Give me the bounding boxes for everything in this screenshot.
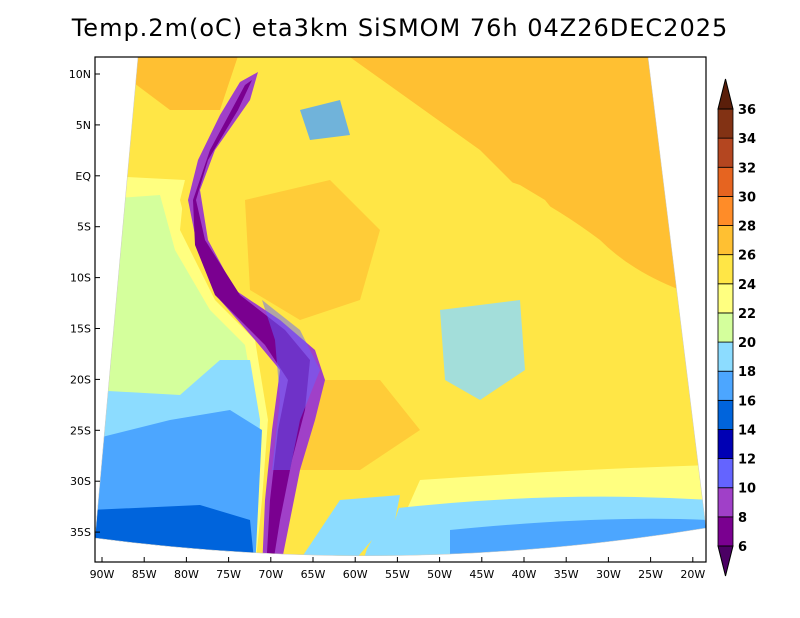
colorbar: 6 8 10 12 14 16 18 20 22 24 26 28 30 32 34 36 [717, 78, 756, 577]
longitude-axis: 90W 85W 80W 75W 70W 65W 60W 55W 50W 45W 40W 35W 30W 2… [90, 557, 705, 581]
lat-label: 25S [70, 424, 91, 437]
colorbar-label: 10 [738, 482, 756, 497]
lon-label: 50W [427, 568, 452, 581]
colorbar-swatch [717, 312, 734, 343]
colorbar-label: 26 [738, 249, 756, 264]
colorbar-label: 8 [738, 511, 747, 526]
lat-label: 35S [70, 526, 91, 539]
colorbar-label: 28 [738, 220, 756, 235]
colorbar-swatch [717, 137, 734, 168]
colorbar-swatch [717, 283, 734, 314]
colorbar-label: 22 [738, 307, 756, 322]
lon-label: 60W [343, 568, 368, 581]
colorbar-swatch [717, 254, 734, 285]
lon-label: 30W [596, 568, 621, 581]
colorbar-label: 6 [738, 540, 747, 555]
colorbar-swatch [717, 487, 734, 518]
lat-label: 15S [70, 323, 91, 336]
colorbar-swatch [717, 516, 734, 547]
lat-label: 5N [76, 119, 91, 132]
lat-label: 5S [77, 221, 91, 234]
colorbar-label: 24 [738, 278, 756, 293]
colorbar-label: 12 [738, 453, 756, 468]
colorbar-swatch [717, 166, 734, 197]
colorbar-label: 14 [738, 423, 756, 438]
map-title: Temp.2m(oC) eta3km SiSMOM 76h 04Z26DEC20… [71, 14, 729, 42]
lon-label: 35W [554, 568, 579, 581]
map-frame [94, 56, 707, 563]
lon-label: 70W [258, 568, 283, 581]
lon-label: 25W [638, 568, 663, 581]
lat-label: 20S [70, 373, 91, 386]
lon-label: 45W [469, 568, 494, 581]
lon-label: 20W [680, 568, 705, 581]
colorbar-swatch [717, 399, 734, 430]
colorbar-label: 20 [738, 336, 756, 351]
colorbar-swatch [717, 429, 734, 460]
colorbar-label: 18 [738, 365, 756, 380]
lat-label: EQ [75, 170, 91, 183]
lat-label: 30S [70, 475, 91, 488]
colorbar-label: 16 [738, 394, 756, 409]
lon-label: 55W [385, 568, 410, 581]
colorbar-label: 34 [738, 132, 756, 147]
lon-label: 75W [216, 568, 241, 581]
colorbar-swatch [717, 341, 734, 372]
colorbar-label: 30 [738, 190, 756, 205]
lat-label: 10S [70, 272, 91, 285]
colorbar-swatch [717, 108, 734, 139]
lon-label: 90W [90, 568, 115, 581]
colorbar-swatch [717, 195, 734, 226]
lon-label: 40W [512, 568, 537, 581]
latitude-axis: 10N 5N EQ 5S 10S 15S 20S 25S 30S 35S [69, 68, 100, 539]
lon-label: 65W [301, 568, 326, 581]
lon-label: 80W [174, 568, 199, 581]
colorbar-swatch [717, 225, 734, 256]
colorbar-under-arrow [717, 545, 734, 577]
lon-label: 85W [132, 568, 157, 581]
colorbar-swatch [717, 370, 734, 401]
temperature-field [95, 57, 706, 556]
colorbar-swatch [717, 458, 734, 489]
colorbar-over-arrow [717, 78, 734, 110]
colorbar-label: 32 [738, 161, 756, 176]
colorbar-label: 36 [738, 103, 756, 118]
lat-label: 10N [69, 68, 91, 81]
